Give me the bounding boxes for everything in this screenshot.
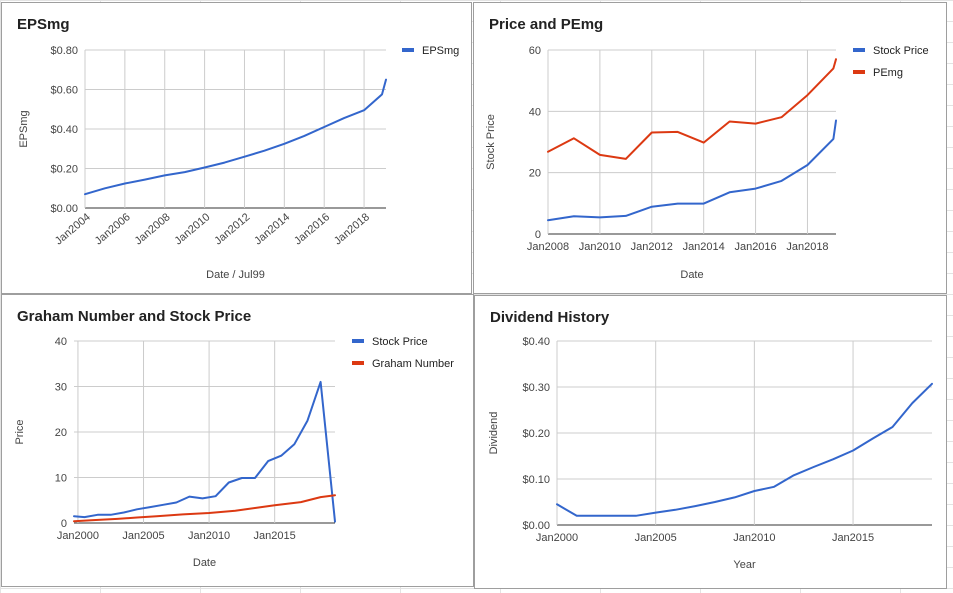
x-tick-label: Jan2010 [172, 211, 212, 247]
x-axis-label: Date [680, 269, 703, 281]
x-tick-label: Jan2000 [536, 532, 578, 544]
x-tick-label: Jan2010 [188, 530, 230, 542]
graham-chart-svg: 0 10 20 30 40 Jan2000 Jan2005 Jan2010 Jan2015 Dat… [14, 336, 454, 569]
legend-label: EPSmg [422, 45, 459, 57]
x-axis-label: Date [193, 557, 216, 569]
x-tick-label: Jan2010 [733, 532, 775, 544]
x-tick-label: Jan2012 [631, 241, 673, 253]
legend-swatch [352, 339, 364, 343]
y-tick-label: $0.80 [50, 45, 78, 57]
x-tick-label: Jan2015 [254, 530, 296, 542]
y-tick-label: 20 [529, 168, 541, 180]
y-tick-label: 40 [529, 106, 541, 118]
y-tick-label: $0.20 [50, 164, 78, 176]
graham-chart-panel: Graham Number and Stock Price 0 10 20 30 40 J… [1, 294, 474, 587]
legend-label: PEmg [873, 67, 903, 79]
x-tick-label: Jan2010 [579, 241, 621, 253]
legend-label: Stock Price [873, 45, 929, 57]
x-tick-label: Jan2018 [786, 241, 828, 253]
y-axis-label: EPSmg [18, 110, 30, 147]
legend-swatch [352, 361, 364, 365]
y-tick-label: 0 [61, 518, 67, 530]
chart-title: Price and PEmg [489, 16, 604, 33]
x-tick-label: Jan2014 [683, 241, 725, 253]
y-axis-label: Dividend [488, 412, 500, 455]
dividend-chart-svg: $0.00 $0.10 $0.20 $0.30 $0.40 Jan2000 Jan2005 J… [488, 336, 933, 571]
x-tick-label: Jan2008 [133, 211, 173, 247]
price-pe-chart-svg: 0 20 40 60 Jan2008 Jan2010 Jan2012 Jan2014 Jan20… [485, 45, 929, 281]
y-tick-label: $0.10 [522, 474, 550, 486]
series-line [73, 494, 336, 523]
y-tick-label: $0.60 [50, 85, 78, 97]
y-tick-label: 10 [55, 473, 67, 485]
dividend-chart-panel: Dividend History $0.00 $0.10 $0.20 $0.30 $0.… [474, 295, 947, 589]
x-tick-label: Jan2018 [332, 211, 372, 247]
y-axis-label: Stock Price [485, 114, 497, 170]
y-tick-label: 30 [55, 382, 67, 394]
series-line [73, 380, 336, 523]
x-tick-label: Jan2005 [635, 532, 677, 544]
x-tick-label: Jan2016 [734, 241, 776, 253]
x-tick-label: Jan2004 [53, 211, 93, 247]
x-tick-label: Jan2008 [527, 241, 569, 253]
series-line [556, 382, 933, 517]
chart-title: Graham Number and Stock Price [17, 308, 252, 325]
y-tick-label: 40 [55, 336, 67, 348]
y-tick-label: 20 [55, 427, 67, 439]
legend-swatch [402, 48, 414, 52]
price-pe-chart-panel: Price and PEmg 0 20 40 60 Jan2008 Jan2010 Jan2… [473, 2, 947, 294]
series-line [547, 119, 837, 222]
y-tick-label: 0 [535, 229, 541, 241]
chart-title: Dividend History [490, 309, 610, 326]
y-tick-label: $0.40 [50, 124, 78, 136]
x-tick-label: Jan2000 [57, 530, 99, 542]
series-line [84, 78, 387, 196]
y-tick-label: $0.00 [50, 203, 78, 215]
x-tick-label: Jan2016 [292, 211, 332, 247]
chart-title: EPSmg [17, 16, 70, 33]
y-tick-label: 60 [529, 45, 541, 57]
x-axis-label: Year [733, 559, 756, 571]
x-tick-label: Jan2006 [93, 211, 133, 247]
y-tick-label: $0.30 [522, 382, 550, 394]
x-tick-label: Jan2015 [832, 532, 874, 544]
x-tick-label: Jan2005 [122, 530, 164, 542]
x-tick-label: Jan2014 [252, 211, 292, 247]
y-axis-label: Price [14, 419, 26, 444]
y-tick-label: $0.00 [522, 520, 550, 532]
y-tick-label: $0.20 [522, 428, 550, 440]
eps-chart-panel: EPSmg $0.00 $0.20 $0.40 $0.60 $0.80 Jan2004 Ja… [1, 2, 472, 294]
legend-label: Stock Price [372, 336, 428, 348]
y-tick-label: $0.40 [522, 336, 550, 348]
legend-label: Graham Number [372, 358, 454, 370]
legend-swatch [853, 48, 865, 52]
series-line [547, 58, 837, 160]
legend-swatch [853, 70, 865, 74]
x-axis-label: Date / Jul99 [206, 269, 265, 281]
x-tick-label: Jan2012 [212, 211, 252, 247]
